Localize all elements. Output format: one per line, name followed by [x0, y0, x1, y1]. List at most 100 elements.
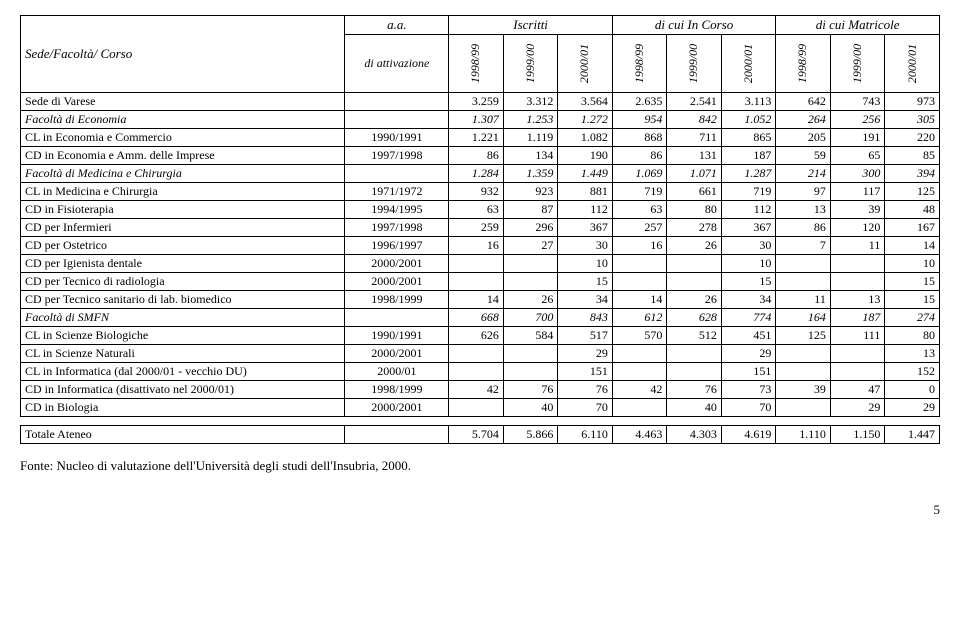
cell-value — [612, 255, 667, 273]
cell-value: 40 — [503, 399, 558, 417]
row-attivazione: 1990/1991 — [345, 129, 449, 147]
cell-value: 15 — [558, 273, 613, 291]
cell-value: 842 — [667, 111, 722, 129]
cell-value: 97 — [776, 183, 831, 201]
row-label: CL in Economia e Commercio — [21, 129, 345, 147]
row-attivazione: 1997/1998 — [345, 147, 449, 165]
row-attivazione: 2000/2001 — [345, 345, 449, 363]
cell-value: 1.082 — [558, 129, 613, 147]
enrollment-table: Sede/Facoltà/ Corso a.a. Iscritti di cui… — [20, 15, 940, 444]
header-year: 1998/99 — [612, 35, 667, 93]
totale-value: 1.447 — [885, 426, 940, 444]
cell-value: 394 — [885, 165, 940, 183]
cell-value: 1.272 — [558, 111, 613, 129]
cell-value — [776, 255, 831, 273]
table-row: CD in Fisioterapia1994/19956387112638011… — [21, 201, 940, 219]
cell-value: 719 — [612, 183, 667, 201]
row-attivazione: 2000/2001 — [345, 255, 449, 273]
cell-value: 112 — [721, 201, 776, 219]
row-attivazione: 2000/2001 — [345, 273, 449, 291]
cell-value — [830, 255, 885, 273]
cell-value — [449, 399, 504, 417]
cell-value: 112 — [558, 201, 613, 219]
cell-value: 626 — [449, 327, 504, 345]
cell-value: 40 — [667, 399, 722, 417]
cell-value: 7 — [776, 237, 831, 255]
cell-value — [667, 345, 722, 363]
cell-value: 2.541 — [667, 93, 722, 111]
cell-value: 76 — [667, 381, 722, 399]
header-year: 2000/01 — [885, 35, 940, 93]
cell-value: 628 — [667, 309, 722, 327]
row-label: CD per Infermieri — [21, 219, 345, 237]
cell-value: 774 — [721, 309, 776, 327]
cell-value — [503, 345, 558, 363]
cell-value: 274 — [885, 309, 940, 327]
cell-value: 30 — [558, 237, 613, 255]
row-attivazione — [345, 111, 449, 129]
cell-value: 3.564 — [558, 93, 613, 111]
row-label: Facoltà di Economia — [21, 111, 345, 129]
cell-value: 11 — [776, 291, 831, 309]
cell-value: 13 — [776, 201, 831, 219]
cell-value: 63 — [449, 201, 504, 219]
cell-value: 34 — [721, 291, 776, 309]
cell-value — [830, 273, 885, 291]
cell-value: 70 — [558, 399, 613, 417]
cell-value: 16 — [612, 237, 667, 255]
cell-value: 1.071 — [667, 165, 722, 183]
header-year: 1998/99 — [776, 35, 831, 93]
cell-value: 59 — [776, 147, 831, 165]
cell-value: 719 — [721, 183, 776, 201]
row-label: CD per Ostetrico — [21, 237, 345, 255]
cell-value — [449, 273, 504, 291]
cell-value: 73 — [721, 381, 776, 399]
cell-value: 29 — [558, 345, 613, 363]
row-label: CL in Scienze Biologiche — [21, 327, 345, 345]
cell-value: 86 — [612, 147, 667, 165]
cell-value — [503, 255, 558, 273]
row-attivazione: 1997/1998 — [345, 219, 449, 237]
row-label: CD in Economia e Amm. delle Imprese — [21, 147, 345, 165]
cell-value: 584 — [503, 327, 558, 345]
cell-value: 923 — [503, 183, 558, 201]
cell-value: 42 — [612, 381, 667, 399]
cell-value: 48 — [885, 201, 940, 219]
cell-value: 125 — [776, 327, 831, 345]
row-attivazione: 1998/1999 — [345, 291, 449, 309]
table-row: Facoltà di SMFN6687008436126287741641872… — [21, 309, 940, 327]
cell-value — [612, 399, 667, 417]
table-row: CD per Tecnico sanitario di lab. biomedi… — [21, 291, 940, 309]
table-row: CD per Tecnico di radiologia2000/2001151… — [21, 273, 940, 291]
cell-value: 87 — [503, 201, 558, 219]
cell-value: 15 — [885, 273, 940, 291]
cell-value: 63 — [612, 201, 667, 219]
cell-value: 191 — [830, 129, 885, 147]
row-attivazione: 1971/1972 — [345, 183, 449, 201]
page-number: 5 — [20, 502, 940, 518]
table-row: CD in Biologia2000/2001407040702929 — [21, 399, 940, 417]
cell-value: 1.119 — [503, 129, 558, 147]
row-label: CD in Fisioterapia — [21, 201, 345, 219]
cell-value: 868 — [612, 129, 667, 147]
cell-value: 743 — [830, 93, 885, 111]
cell-value: 80 — [885, 327, 940, 345]
cell-value: 13 — [830, 291, 885, 309]
row-attivazione: 1990/1991 — [345, 327, 449, 345]
totale-value: 6.110 — [558, 426, 613, 444]
header-year: 2000/01 — [721, 35, 776, 93]
cell-value — [776, 363, 831, 381]
cell-value: 13 — [885, 345, 940, 363]
cell-value: 3.113 — [721, 93, 776, 111]
cell-value: 451 — [721, 327, 776, 345]
cell-value: 11 — [830, 237, 885, 255]
table-row: CD in Economia e Amm. delle Imprese1997/… — [21, 147, 940, 165]
cell-value: 42 — [449, 381, 504, 399]
cell-value: 151 — [558, 363, 613, 381]
totale-row: Totale Ateneo5.7045.8666.1104.4634.3034.… — [21, 426, 940, 444]
cell-value: 1.287 — [721, 165, 776, 183]
cell-value: 865 — [721, 129, 776, 147]
row-label: CL in Scienze Naturali — [21, 345, 345, 363]
cell-value: 167 — [885, 219, 940, 237]
row-label: CL in Informatica (dal 2000/01 - vecchio… — [21, 363, 345, 381]
